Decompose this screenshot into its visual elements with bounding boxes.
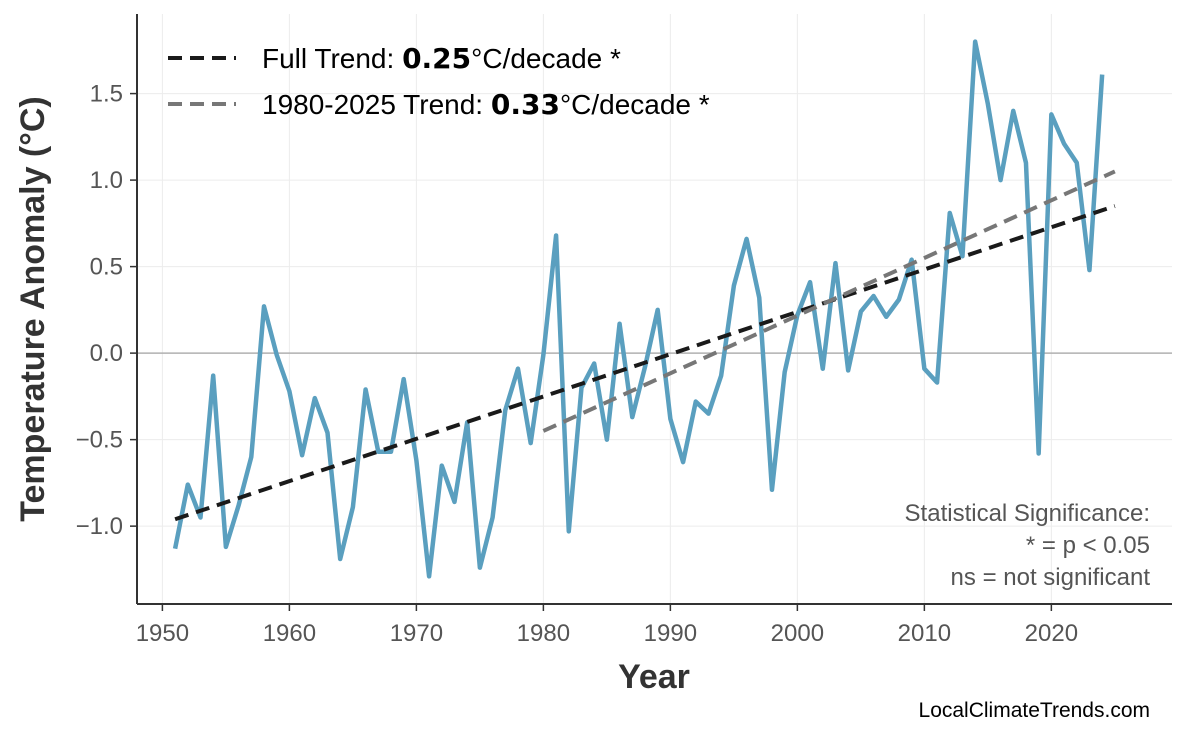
y-tick-label: −1.0 [76, 513, 123, 540]
significance-annotation: Statistical Significance: * = p < 0.05 n… [905, 500, 1151, 591]
x-tick-label: 1960 [263, 620, 316, 647]
x-tick-label: 1950 [136, 620, 189, 647]
x-tick-label: 1970 [390, 620, 443, 647]
x-tick-label: 1980 [517, 620, 570, 647]
recent-trend-line [542, 169, 1116, 433]
credit-text: LocalClimateTrends.com [919, 699, 1150, 722]
y-tick-label: 0.5 [90, 254, 123, 281]
series-layer [172, 39, 1105, 579]
legend-label-recent-trend: 1980-2025 Trend: 0.33°C/decade * [262, 88, 710, 121]
x-tick-label: 2020 [1025, 620, 1078, 647]
x-tick-label: 2000 [771, 620, 824, 647]
ticks: 1950 1960 1970 1980 1990 2000 2010 2020 −1.0 −0.5… [76, 81, 1078, 647]
x-axis-label: Year [618, 658, 690, 696]
full-trend-line [174, 204, 1116, 522]
x-tick-label: 2010 [898, 620, 951, 647]
temperature-anomaly-line [172, 39, 1105, 579]
y-tick-label: 1.5 [90, 81, 123, 108]
trend-layer [174, 169, 1116, 522]
y-tick-label: −0.5 [76, 427, 123, 454]
annotation-line: ns = not significant [951, 564, 1151, 591]
y-tick-label: 1.0 [90, 167, 123, 194]
axes [136, 14, 1172, 605]
legend-label-full-trend: Full Trend: 0.25°C/decade * [262, 42, 621, 75]
annotation-line: * = p < 0.05 [1026, 532, 1150, 559]
annotation-line: Statistical Significance: [905, 500, 1150, 527]
legend: Full Trend: 0.25°C/decade * 1980-2025 Tr… [168, 42, 710, 121]
y-axis-label: Temperature Anomaly (°C) [14, 96, 52, 521]
y-tick-label: 0.0 [90, 340, 123, 367]
x-tick-label: 1990 [644, 620, 697, 647]
